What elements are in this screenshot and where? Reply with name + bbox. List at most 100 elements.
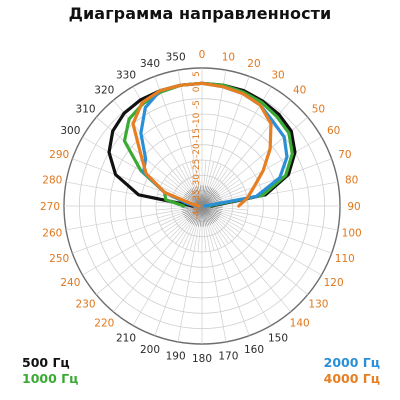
hub-line <box>194 205 203 226</box>
hub-line <box>201 187 213 207</box>
hub-line <box>201 205 217 221</box>
grid-spoke-minor <box>203 160 207 190</box>
hub-line <box>192 205 203 225</box>
angle-label: 20 <box>247 58 260 70</box>
hub-line <box>185 192 203 207</box>
grid-spoke <box>82 205 203 276</box>
legend-item-1000: 1000 Гц <box>22 371 79 386</box>
angle-label: 190 <box>166 351 186 363</box>
hub-line <box>201 205 212 225</box>
hub-line <box>201 186 210 207</box>
hub-line <box>201 189 216 207</box>
grid-spoke <box>201 205 291 312</box>
legend-left: 500 Гц 1000 Гц <box>22 355 78 387</box>
angle-label: 90 <box>347 201 360 213</box>
grid-spoke <box>177 205 203 342</box>
angle-label: 180 <box>192 353 212 365</box>
chart-title: Диаграмма направленности <box>68 4 332 23</box>
hub-line <box>191 187 203 207</box>
hub-line <box>201 205 210 226</box>
hub-line <box>185 205 203 220</box>
radial-label: -5 <box>192 100 202 109</box>
angle-label: 70 <box>338 149 351 161</box>
grid-spoke-minor <box>211 219 229 244</box>
grid-spoke-minor <box>175 168 193 193</box>
angle-label: 160 <box>244 344 264 356</box>
angle-label: 260 <box>42 227 62 239</box>
radial-label: -30 <box>192 174 202 189</box>
grid-spoke-minor <box>189 161 199 191</box>
angle-label: 200 <box>140 344 160 356</box>
radial-labels: 5 0 -5 -10-15-20-25-30-35-40 <box>192 71 202 219</box>
grid-spoke-minor <box>216 186 244 200</box>
hub-line <box>201 205 213 225</box>
grid-spoke-minor <box>164 215 189 233</box>
grid-spoke-minor <box>213 173 235 195</box>
hub-line <box>201 185 206 207</box>
angle-label: 40 <box>293 85 306 97</box>
hub-line <box>188 205 203 223</box>
grid-spoke <box>201 205 332 254</box>
angle-label: 250 <box>49 253 69 265</box>
grid-spoke <box>201 205 322 276</box>
angle-label: 320 <box>94 85 114 97</box>
angle-label: 210 <box>116 333 136 345</box>
angle-label: 60 <box>327 125 340 137</box>
legend-item-4000: 4000 Гц <box>323 371 380 386</box>
hub-line <box>201 205 221 217</box>
grid-spoke-minor <box>203 222 207 252</box>
angle-label: 50 <box>312 103 325 115</box>
hub-line <box>198 205 203 227</box>
angle-label: 220 <box>94 317 114 329</box>
hub-line <box>201 205 220 219</box>
grid-spoke <box>154 205 203 336</box>
hub-line <box>191 205 203 225</box>
hub-line <box>184 193 203 207</box>
hub-line <box>201 195 221 207</box>
hub-line <box>201 185 205 207</box>
grid-spoke <box>113 205 203 312</box>
legend-item-2000: 2000 Гц <box>323 355 380 370</box>
grid-spoke-minor <box>205 221 215 251</box>
angle-label: 10 <box>222 51 235 63</box>
angle-label: 150 <box>268 333 288 345</box>
hub-line <box>183 205 203 217</box>
grid-spoke <box>66 205 203 231</box>
radial-label: -25 <box>192 159 202 174</box>
grid-spoke-minor <box>175 219 193 244</box>
hub-line <box>201 205 216 223</box>
grid-spoke-minor <box>157 209 187 219</box>
angle-label: 300 <box>60 125 80 137</box>
grid-spoke <box>201 158 332 207</box>
hub-line <box>199 185 203 207</box>
hub-line <box>192 187 203 207</box>
series-line-4000-Гц <box>131 81 273 208</box>
angle-label: 140 <box>290 317 310 329</box>
grid-spoke-minor <box>216 212 244 226</box>
polar-grid <box>63 67 341 345</box>
grid-spoke-minor <box>197 222 201 252</box>
legend-right: 2000 Гц 4000 Гц <box>324 355 380 387</box>
hub-line <box>201 205 215 224</box>
grid-spoke-minor <box>160 186 188 200</box>
angle-label: 80 <box>345 175 358 187</box>
grid-spoke-minor <box>156 207 186 211</box>
grid-spoke <box>177 70 203 207</box>
grid-spoke-minor <box>169 173 191 195</box>
hub-line <box>198 185 203 207</box>
hub-line <box>201 192 219 207</box>
hub-line <box>201 185 208 207</box>
grid-spoke-minor <box>189 221 199 251</box>
grid-spoke-minor <box>182 164 196 192</box>
grid-spoke-minor <box>217 209 247 219</box>
hub-line <box>189 205 203 224</box>
grid-spoke <box>201 205 338 231</box>
grid-spoke <box>154 76 203 207</box>
grid-spoke <box>201 205 308 295</box>
grid-spoke-minor <box>218 207 248 211</box>
radial-label: -15 <box>192 128 202 143</box>
radial-label: -40 <box>192 204 202 219</box>
grid-spoke <box>201 205 227 342</box>
angle-label: 270 <box>40 201 60 213</box>
hub-line <box>187 191 203 207</box>
